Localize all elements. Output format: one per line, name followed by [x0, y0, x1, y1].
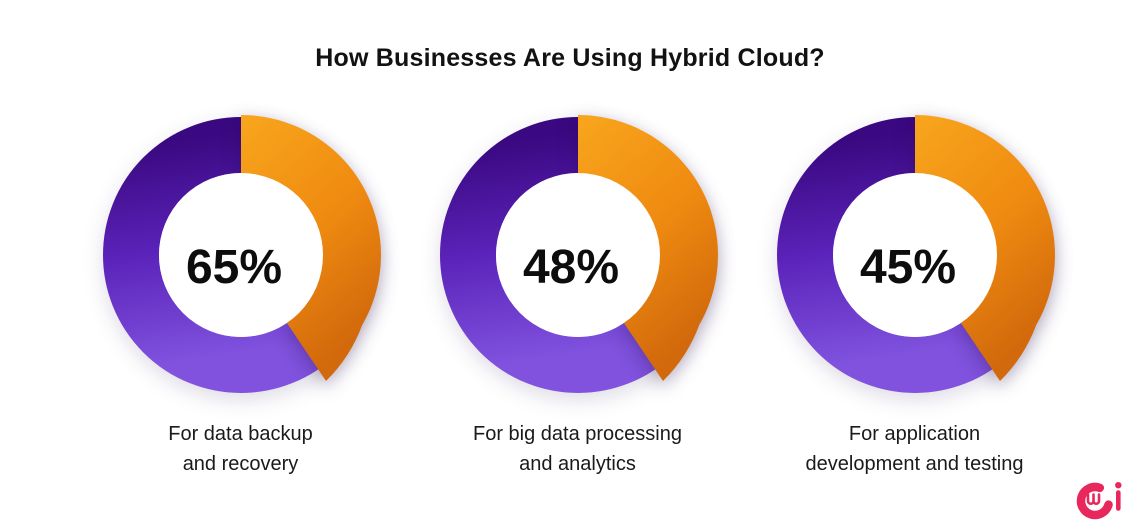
chart-label: For application development and testing [806, 419, 1024, 479]
chart-column-data-backup: 65% For data backup and recovery [72, 115, 409, 479]
chart-label: For big data processing and analytics [473, 419, 682, 479]
charts-row: 65% For data backup and recovery 48% For… [72, 115, 1140, 479]
chart-label-line2: and analytics [519, 453, 636, 475]
donut-chart: 65% [102, 115, 381, 393]
page-title: How Businesses Are Using Hybrid Cloud? [315, 44, 825, 72]
logo-i-dot [1115, 482, 1122, 489]
donut-percent-value: 45% [859, 241, 955, 294]
logo-c-shape [1076, 482, 1113, 520]
donut-hole [832, 173, 997, 337]
cmi-logo-icon [1076, 482, 1122, 520]
chart-label-line1: For big data processing [472, 423, 682, 445]
donut-percent-value: 65% [185, 241, 281, 294]
donut-chart: 48% [439, 115, 718, 393]
chart-label: For data backup and recovery [168, 419, 313, 479]
chart-column-app-dev: 45% For application development and test… [746, 115, 1083, 479]
chart-column-big-data: 48% For big data processing and analytic… [409, 115, 746, 479]
cmi-logo [1074, 477, 1126, 521]
donut-hole [158, 173, 323, 337]
donut-percent-value: 48% [522, 241, 618, 294]
chart-label-line2: and recovery [182, 453, 299, 475]
chart-label-line2: development and testing [805, 453, 1024, 475]
chart-label-line1: For data backup [168, 423, 313, 445]
donut-chart: 45% [776, 115, 1055, 393]
donut-hole [495, 173, 660, 337]
logo-m-shape [1086, 493, 1101, 505]
chart-label-line1: For application [848, 423, 981, 445]
